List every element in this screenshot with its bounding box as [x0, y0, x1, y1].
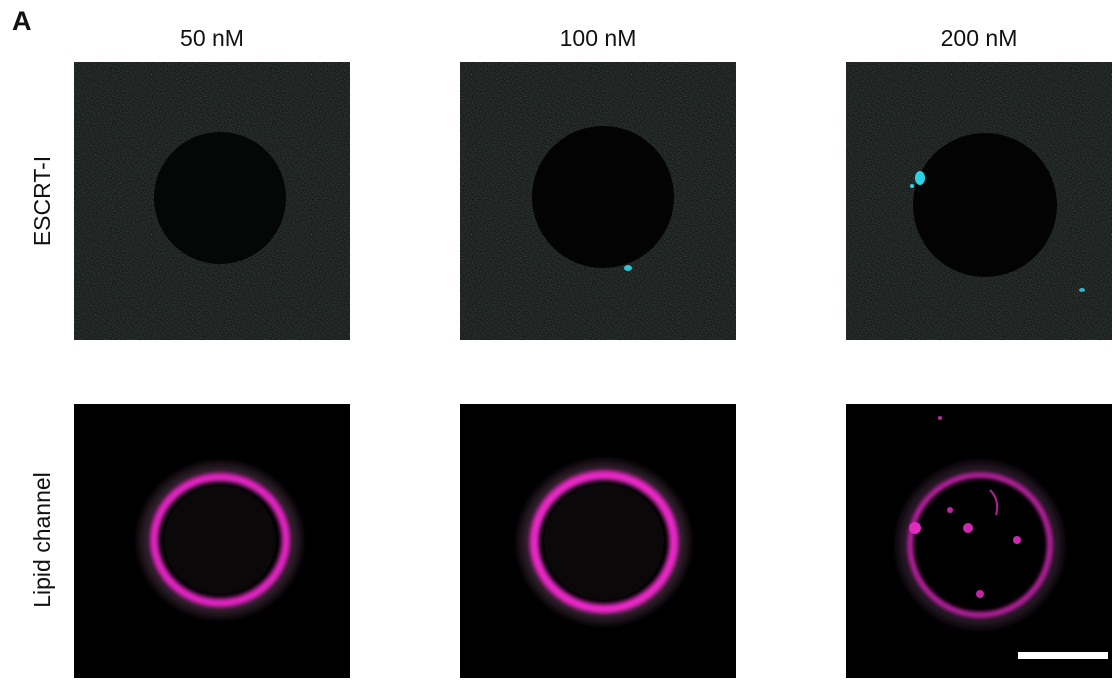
escrt-image	[460, 62, 736, 340]
column-label: 50 nM	[180, 25, 244, 51]
lipid-image	[846, 404, 1112, 678]
page: A 50 nM 100 nM 200 nM ESCRT-I Lipid chan…	[0, 0, 1115, 678]
scale-bar	[1018, 652, 1108, 659]
column-label: 100 nM	[560, 25, 637, 51]
lipid-image	[74, 404, 350, 678]
figure: A 50 nM 100 nM 200 nM ESCRT-I Lipid chan…	[0, 0, 1115, 678]
escrt-image	[846, 62, 1112, 340]
row-label: Lipid channel	[29, 472, 55, 608]
panel-label: A	[12, 6, 32, 36]
lipid-image	[460, 404, 736, 678]
row-label: ESCRT-I	[29, 156, 55, 246]
escrt-image	[74, 62, 350, 340]
column-label: 200 nM	[941, 25, 1018, 51]
